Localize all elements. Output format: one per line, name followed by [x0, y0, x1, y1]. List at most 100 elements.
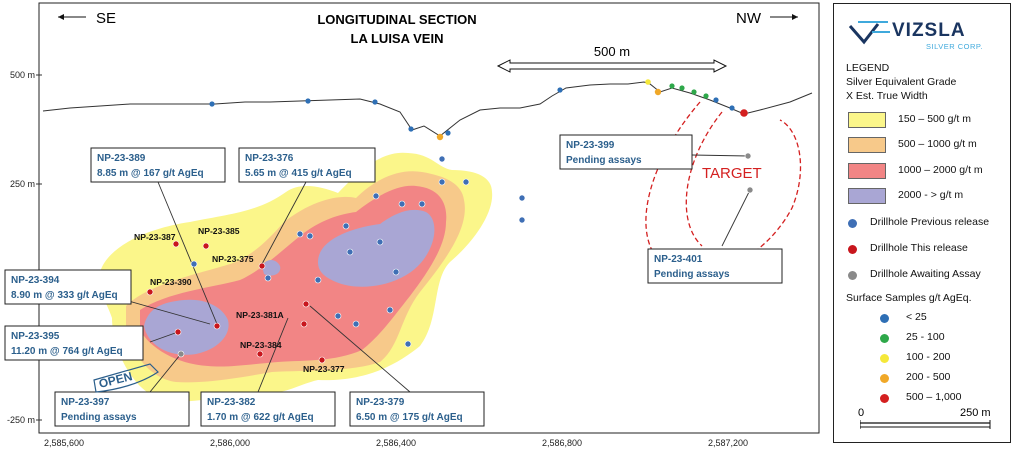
drillholes-awaiting: [177, 152, 754, 358]
callout-np389-id: NP-23-389: [97, 153, 146, 164]
drillholes-this-release: [146, 240, 326, 364]
east-tick-1: 2,585,600: [44, 438, 84, 448]
surface-sample: [408, 126, 414, 132]
dh-label-384: NP-23-384: [240, 340, 282, 350]
surface-sample: [209, 101, 215, 107]
drillhole-previous: [372, 192, 380, 200]
scale-bar-top-label: 500 m: [594, 44, 630, 59]
callout-np394-value: 8.90 m @ 333 g/t AgEq: [11, 290, 118, 301]
drillhole-previous: [296, 230, 304, 238]
section-title-line1: LONGITUDINAL SECTION: [317, 12, 476, 27]
surface-sample: [557, 87, 563, 93]
dh-label-390: NP-23-390: [150, 277, 192, 287]
surface-sample: [713, 97, 719, 103]
callout-np382-id: NP-23-382: [207, 397, 256, 408]
leader-lines: [117, 154, 751, 393]
drillholes-previous: [190, 155, 526, 348]
easting-axis: 2,585,600 2,586,000 2,586,400 2,586,800 …: [44, 438, 748, 448]
swatch-1000-2000: [848, 163, 886, 179]
callout-np399: NP-23-399 Pending assays: [559, 134, 693, 170]
vizsla-logo-mark: [848, 21, 890, 45]
drillhole-awaiting: [746, 186, 754, 194]
drillhole-previous-label: Drillhole Previous release: [870, 216, 990, 228]
surface-sample: [654, 88, 662, 96]
drillhole-awaiting: [744, 152, 752, 160]
callout-np382-value: 1.70 m @ 622 g/t AgEq: [207, 412, 314, 423]
drillhole-awaiting-dot: [848, 271, 857, 280]
swatch-150-500-label: 150 – 500 g/t m: [898, 113, 971, 125]
drillhole-this-release: [318, 356, 326, 364]
drillhole-previous-dot: [848, 219, 857, 228]
callout-np395-id: NP-23-395: [11, 331, 60, 342]
surface-sample: [305, 98, 311, 104]
drillhole-previous: [334, 312, 342, 320]
topography-line: [42, 81, 813, 137]
surface-bin-2-dot: [880, 334, 889, 343]
callout-np379-id: NP-23-379: [356, 397, 405, 408]
surface-sample: [645, 79, 651, 85]
callout-np395: NP-23-395 11.20 m @ 764 g/t AgEq: [4, 325, 144, 361]
section-title-line2: LA LUISA VEIN: [351, 31, 444, 46]
legend-scale-end: 250 m: [960, 407, 991, 419]
dh-label-375: NP-23-375: [212, 254, 254, 264]
drillhole-previous: [438, 155, 446, 163]
callout-np376-value: 5.65 m @ 415 g/t AgEq: [245, 168, 352, 179]
callout-np401-value: Pending assays: [654, 269, 730, 280]
target-label: TARGET: [702, 165, 762, 182]
east-tick-3: 2,586,400: [376, 438, 416, 448]
swatch-150-500: [848, 112, 886, 128]
surface-sample: [372, 99, 378, 105]
drillhole-previous: [518, 216, 526, 224]
drillhole-this-release: [202, 242, 210, 250]
east-tick-4: 2,586,800: [542, 438, 582, 448]
drillhole-previous: [438, 178, 446, 186]
callout-np395-value: 11.20 m @ 764 g/t AgEq: [11, 346, 123, 357]
surface-bin-5-label: 500 – 1,000: [906, 391, 962, 403]
callout-np399-value: Pending assays: [566, 155, 642, 166]
callout-np401: NP-23-401 Pending assays: [647, 248, 783, 284]
swatch-2000-plus: [848, 188, 886, 204]
surface-bin-3-dot: [880, 354, 889, 363]
drillhole-previous: [314, 276, 322, 284]
surface-bin-4-dot: [880, 374, 889, 383]
direction-se: SE: [58, 10, 116, 27]
dh-label-377: NP-23-377: [303, 364, 345, 374]
drillhole-awaiting: [177, 350, 185, 358]
legend-subheading-1: Silver Equivalent Grade: [846, 76, 957, 88]
surface-sample: [679, 85, 685, 91]
drillhole-previous: [518, 194, 526, 202]
logo-subtitle: SILVER CORP.: [926, 42, 983, 51]
drillhole-this-release: [213, 322, 221, 330]
drillhole-this-release: [300, 320, 308, 328]
surface-sample: [703, 93, 709, 99]
surface-bin-5-dot: [880, 394, 889, 403]
callout-np376-id: NP-23-376: [245, 153, 294, 164]
swatch-2000-plus-label: 2000 - > g/t m: [898, 189, 964, 201]
drillhole-previous: [462, 178, 470, 186]
callout-np389-value: 8.85 m @ 167 g/t AgEq: [97, 168, 204, 179]
callout-np394: NP-23-394 8.90 m @ 333 g/t AgEq: [4, 269, 132, 305]
elevation-axis: 500 m 250 m -250 m: [7, 70, 42, 425]
swatch-500-1000-label: 500 – 1000 g/t m: [898, 138, 977, 150]
legend-subheading-2: X Est. True Width: [846, 90, 928, 102]
grade-zone-2000-plus: [144, 299, 229, 355]
surface-samples-heading: Surface Samples g/t AgEq.: [846, 292, 972, 304]
drillhole-this-release-dot: [848, 245, 857, 254]
drillhole-this-release-label: Drillhole This release: [870, 242, 968, 254]
drillhole-previous: [190, 260, 198, 268]
legend-heading: LEGEND: [846, 62, 890, 74]
callout-np389: NP-23-389 8.85 m @ 167 g/t AgEq: [90, 147, 226, 183]
direction-nw-label: NW: [736, 10, 762, 27]
callout-np376: NP-23-376 5.65 m @ 415 g/t AgEq: [238, 147, 376, 183]
east-tick-5: 2,587,200: [708, 438, 748, 448]
drillhole-previous: [264, 274, 272, 282]
drillhole-previous: [376, 238, 384, 246]
drillhole-this-release: [302, 300, 310, 308]
grade-zone-2000-plus: [318, 209, 435, 287]
drillhole-previous: [398, 200, 406, 208]
drillhole-this-release: [172, 240, 180, 248]
direction-nw: NW: [736, 10, 798, 27]
callout-np397-value: Pending assays: [61, 412, 137, 423]
surface-sample: [740, 109, 748, 117]
east-tick-2: 2,586,000: [210, 438, 250, 448]
